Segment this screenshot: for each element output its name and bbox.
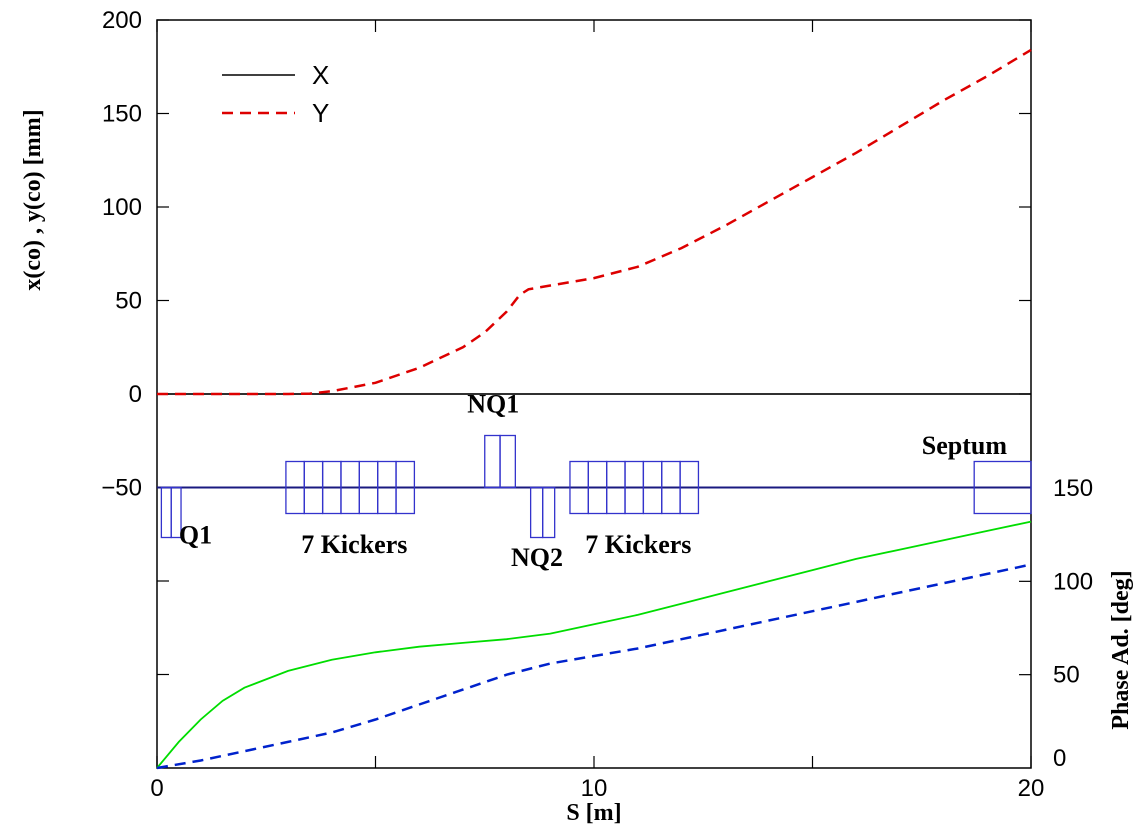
y-right-tick-label: 150 — [1053, 475, 1093, 502]
legend-label-y: Y — [312, 98, 329, 128]
y-left-tick-label: 150 — [102, 101, 142, 128]
quad-magnet — [529, 486, 544, 539]
legend-label-x: X — [312, 60, 329, 90]
x-tick-label: 10 — [581, 775, 608, 802]
x-axis-title: S [m] — [566, 800, 621, 826]
phase-advance-line — [156, 520, 1032, 769]
y-right-tick-label: 0 — [1053, 745, 1066, 772]
y-left-tick-label: −50 — [101, 475, 142, 502]
y-right-tick-label: 50 — [1053, 662, 1080, 689]
y-left-tick-label: 200 — [102, 7, 142, 34]
quad-magnet — [499, 434, 516, 489]
legend: X Y — [222, 60, 329, 128]
quad-magnet — [484, 434, 501, 489]
septum-magnet — [973, 460, 1032, 515]
data-series — [156, 48, 1032, 770]
y-left-tick-label: 50 — [115, 288, 142, 315]
y-axis-right-title: Phase Ad. [deg] — [1108, 570, 1134, 729]
kicker-magnet — [679, 460, 700, 515]
lattice-element-label: Q1 — [179, 521, 212, 550]
kicker-magnet — [395, 460, 416, 515]
phase-advance-line — [156, 563, 1032, 770]
quad-magnet — [160, 486, 172, 539]
quad-magnet — [170, 486, 182, 539]
y-axis-left-title: x(co) , y(co) [mm] — [20, 109, 46, 290]
x-tick-label: 0 — [150, 775, 163, 802]
tick-labels: 0 10 20 200 150 100 50 0 −50 150 100 50 0 — [101, 7, 1093, 802]
closed-orbit-line-y — [157, 48, 1032, 396]
y-left-tick-label: 100 — [102, 194, 142, 221]
y-left-tick-label: 0 — [129, 381, 142, 408]
lattice-element-label: Septum — [922, 431, 1008, 460]
lattice-element-label: 7 Kickers — [585, 530, 691, 559]
lattice-element-label: 7 Kickers — [301, 530, 407, 559]
lattice-element-label: NQ2 — [511, 543, 563, 572]
quad-magnet — [542, 486, 556, 539]
y-right-tick-label: 100 — [1053, 568, 1093, 595]
x-tick-label: 20 — [1018, 775, 1045, 802]
